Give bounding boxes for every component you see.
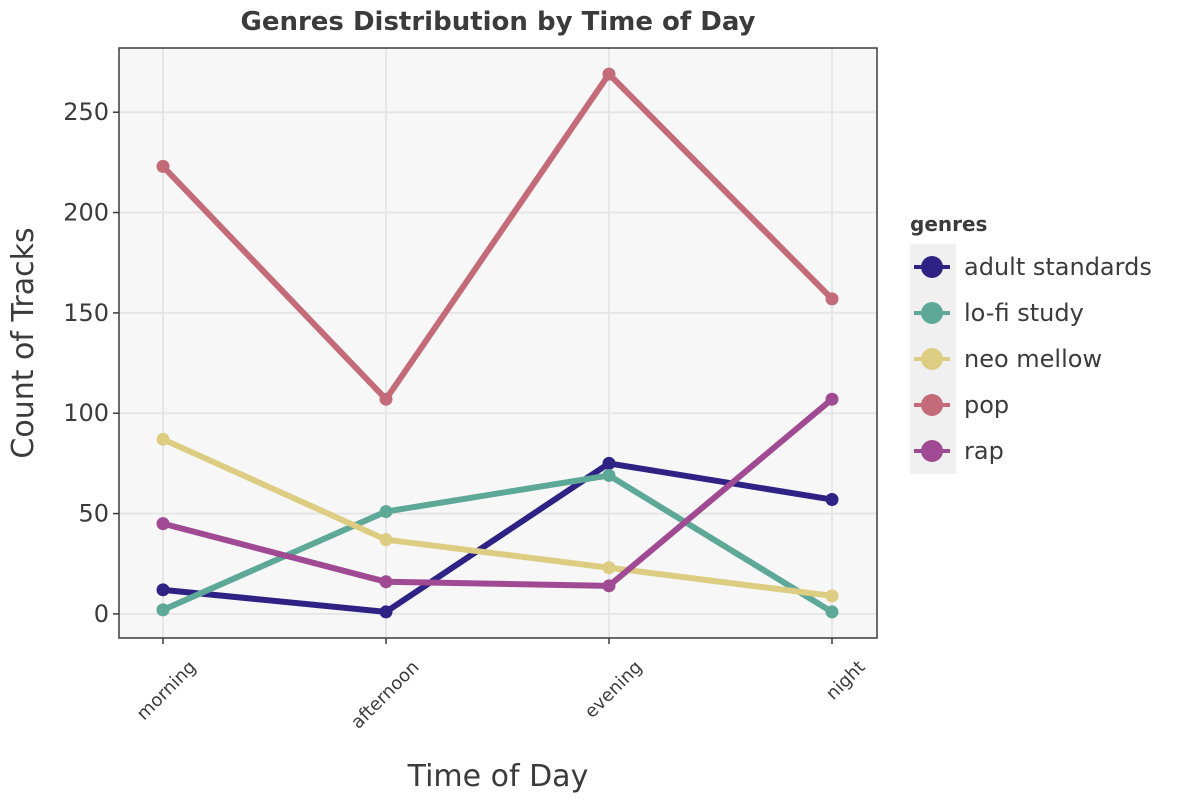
x-tick-label: night — [822, 657, 870, 705]
y-tick-label: 0 — [94, 600, 109, 628]
y-axis-ticks: 0 50 100 150 200 250 — [63, 98, 119, 628]
data-point-neo-mellow — [602, 561, 616, 575]
data-point-pop — [379, 392, 393, 406]
x-tick-label: afternoon — [347, 657, 423, 733]
legend-swatch-marker — [921, 256, 943, 278]
data-point-lo-fi-study — [825, 605, 839, 619]
data-point-rap — [156, 517, 170, 531]
legend-label: adult standards — [964, 253, 1152, 281]
data-point-lo-fi-study — [379, 505, 393, 519]
grid-layer — [119, 48, 877, 638]
data-point-neo-mellow — [379, 533, 393, 547]
y-tick-label: 150 — [63, 299, 109, 327]
chart-title: Genres Distribution by Time of Day — [240, 7, 755, 37]
y-tick-label: 250 — [63, 98, 109, 126]
legend-label: pop — [964, 391, 1009, 419]
data-point-lo-fi-study — [602, 468, 616, 482]
legend-label: rap — [964, 437, 1004, 465]
series-layer — [156, 67, 839, 619]
data-point-pop — [602, 67, 616, 81]
data-point-adult-standards — [156, 583, 170, 597]
series-line-neo-mellow — [160, 436, 835, 599]
legend-label: lo-fi study — [964, 299, 1084, 327]
series-line-pop — [160, 71, 835, 403]
data-point-rap — [379, 575, 393, 589]
legend-swatch-marker — [921, 348, 943, 370]
x-tick-label: morning — [133, 657, 201, 725]
y-axis-title: Count of Tracks — [6, 227, 41, 458]
series-line-lo-fi-study — [160, 472, 835, 615]
y-tick-label: 100 — [63, 399, 109, 427]
legend: genres adult standards lo-fi study neo mell… — [910, 212, 1152, 474]
legend-swatch-marker — [921, 302, 943, 324]
legend-title: genres — [910, 212, 987, 236]
y-tick-label: 200 — [63, 199, 109, 227]
data-point-neo-mellow — [156, 432, 170, 446]
data-point-rap — [825, 392, 839, 406]
data-point-neo-mellow — [825, 589, 839, 603]
series-line-adult-standards — [160, 460, 835, 615]
legend-swatch-marker — [921, 440, 943, 462]
y-tick-label: 50 — [78, 500, 109, 528]
x-axis-ticks: morning afternoon evening night — [133, 638, 870, 733]
data-point-adult-standards — [379, 605, 393, 619]
x-axis-title: Time of Day — [407, 759, 589, 794]
data-point-rap — [602, 579, 616, 593]
data-point-lo-fi-study — [156, 603, 170, 617]
plot-frame — [118, 47, 878, 639]
data-point-pop — [156, 159, 170, 173]
x-tick-label: evening — [581, 657, 647, 723]
series-line-rap — [160, 396, 835, 589]
data-point-pop — [825, 292, 839, 306]
plot-background — [119, 48, 877, 638]
data-point-adult-standards — [602, 456, 616, 470]
data-point-adult-standards — [825, 493, 839, 507]
legend-swatch-marker — [921, 394, 943, 416]
legend-label: neo mellow — [964, 345, 1102, 373]
